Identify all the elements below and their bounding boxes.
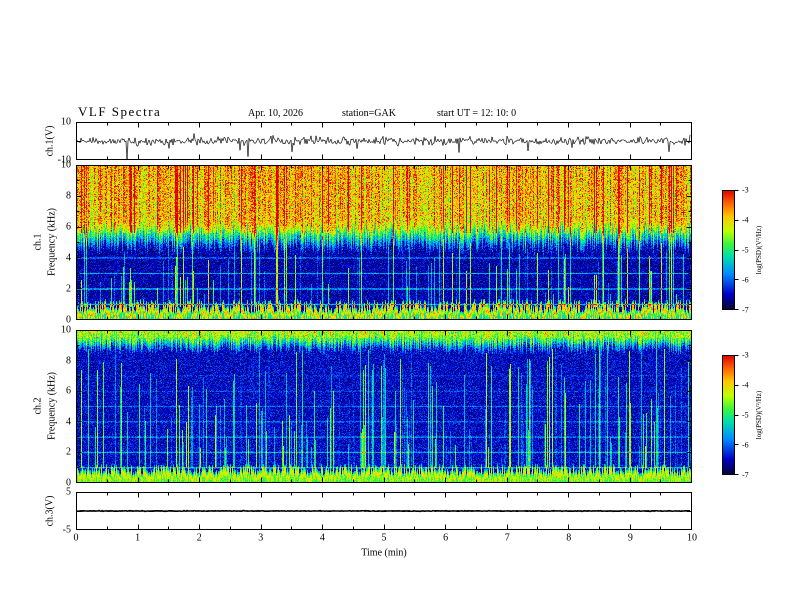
figure-title: VLF Spectra (78, 104, 162, 119)
x-tick-label: 0 (73, 532, 79, 544)
colorbar-ch1 (722, 190, 740, 310)
time-axis-label: Time (min) (361, 547, 407, 559)
ch2spec-y-tick-label: 4 (66, 416, 71, 428)
colorbar2-psd-label: log(PSD)(V²/Hz) (755, 390, 763, 440)
x-tick-label: 4 (319, 532, 325, 544)
x-tick-label: 6 (443, 532, 449, 544)
ch1spec-y-tick-label: 10 (61, 159, 71, 171)
header-date: Apr. 10, 2026 (248, 108, 303, 119)
ch3-waveform-plot (76, 492, 692, 530)
header-station: station=GAK (342, 108, 396, 119)
ch2spec-y-tick-label: 10 (61, 324, 71, 336)
ch3-voltage-axis-label: ch.3(V) (44, 495, 56, 527)
x-tick-label: 8 (566, 532, 572, 544)
ch1spec-y-tick-label: 6 (66, 221, 71, 233)
x-tick-label: 10 (687, 532, 697, 544)
x-tick-label: 2 (196, 532, 202, 544)
colorbar1-tick-label: -6 (742, 275, 749, 285)
ch2-frequency-axis-label: Frequency (kHz) (46, 371, 58, 441)
colorbar2-tick-label: -7 (742, 470, 749, 480)
colorbar1-tick-label: -4 (742, 215, 749, 225)
colorbar1-psd-label: log(PSD)(V²/Hz) (755, 225, 763, 275)
ch1-channel-label: ch.1 (32, 233, 44, 251)
ch1-waveform-plot (76, 122, 692, 160)
ch1-frequency-axis-label: Frequency (kHz) (46, 207, 58, 277)
colorbar2-tick-label: -4 (742, 380, 749, 390)
colorbar1-tick-label: -3 (742, 185, 749, 195)
ch2spec-y-tick-label: 0 (66, 477, 71, 489)
ch1-spectrogram (76, 165, 692, 320)
ch3v-y-tick-label: 5 (66, 486, 71, 498)
ch3v-y-tick-label: -5 (62, 524, 71, 536)
colorbar1-tick-label: -5 (742, 245, 749, 255)
colorbar2-tick-label: -6 (742, 440, 749, 450)
ch2spec-y-tick-label: 8 (66, 355, 71, 367)
ch2-spectrogram (76, 330, 692, 483)
ch1v-y-tick-label: 10 (61, 116, 71, 128)
ch2-channel-label: ch.2 (32, 397, 44, 415)
ch2spec-y-tick-label: 6 (66, 385, 71, 397)
ch1spec-y-tick-label: 8 (66, 190, 71, 202)
x-tick-label: 1 (135, 532, 141, 544)
x-tick-label: 7 (504, 532, 510, 544)
colorbar-ch2 (722, 355, 740, 475)
x-tick-label: 9 (627, 532, 633, 544)
ch1spec-y-tick-label: 2 (66, 283, 71, 295)
colorbar2-tick-label: -5 (742, 410, 749, 420)
ch2spec-y-tick-label: 2 (66, 446, 71, 458)
ch1v-y-tick-label: -10 (57, 154, 71, 166)
ch1-voltage-axis-label: ch.1(V) (44, 125, 56, 157)
x-tick-label: 5 (381, 532, 387, 544)
colorbar2-tick-label: -3 (742, 350, 749, 360)
colorbar1-tick-label: -7 (742, 305, 749, 315)
header-start-ut: start UT = 12: 10: 0 (437, 108, 517, 119)
x-tick-label: 3 (258, 532, 264, 544)
ch1spec-y-tick-label: 4 (66, 252, 71, 264)
ch1spec-y-tick-label: 0 (66, 314, 71, 326)
